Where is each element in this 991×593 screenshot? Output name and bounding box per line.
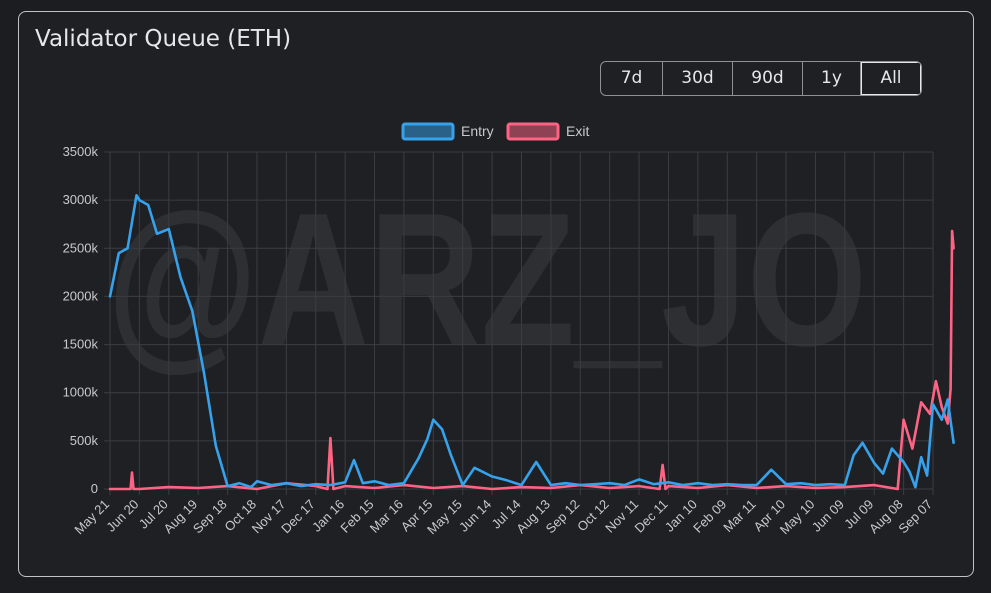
chart-legend: Entry Exit <box>401 122 589 141</box>
entry-legend-swatch[interactable] <box>401 122 455 141</box>
entry-series-line <box>108 194 955 489</box>
x-tick-label: Mar 11 <box>720 497 759 536</box>
exit-series-line <box>108 229 955 491</box>
x-tick-label: Dec 11 <box>632 497 671 536</box>
x-tick-label: Sep 07 <box>895 497 935 537</box>
y-tick-label: 0 <box>91 481 98 496</box>
range-7d-button[interactable]: 7d <box>601 62 663 95</box>
entry-legend-label[interactable]: Entry <box>461 123 494 139</box>
y-tick-label: 1000k <box>63 385 99 400</box>
range-1y-button[interactable]: 1y <box>803 62 861 95</box>
y-tick-label: 2500k <box>63 240 99 255</box>
y-tick-label: 2000k <box>63 288 99 303</box>
chart-card <box>18 11 974 577</box>
watermark-text: @ARZ_JO <box>107 174 867 386</box>
exit-legend-label[interactable]: Exit <box>566 123 589 139</box>
y-tick-label: 500k <box>70 433 99 448</box>
time-range-selector: 7d 30d 90d 1y All <box>600 61 922 96</box>
x-tick-label: Jun 14 <box>456 497 494 535</box>
x-tick-label: Mar 16 <box>367 497 406 536</box>
x-tick-label: May 21 <box>71 497 112 538</box>
exit-legend-swatch[interactable] <box>506 122 560 141</box>
y-tick-label: 3500k <box>63 144 99 159</box>
x-tick-label: Jun 20 <box>103 497 141 535</box>
x-tick-label: Sep 18 <box>190 497 230 537</box>
y-axis-ticks: 0 500k 1000k 1500k 2000k 2500k 3000k 3500k <box>63 144 99 496</box>
range-90d-button[interactable]: 90d <box>733 62 803 95</box>
x-tick-label: Feb 09 <box>690 497 729 536</box>
chart-grid <box>104 151 934 495</box>
y-tick-label: 1500k <box>63 337 99 352</box>
range-30d-button[interactable]: 30d <box>663 62 733 95</box>
y-tick-label: 3000k <box>63 192 99 207</box>
x-tick-label: Sep 12 <box>543 497 583 537</box>
range-all-button[interactable]: All <box>861 62 921 95</box>
x-tick-label: Dec 17 <box>278 497 318 537</box>
x-tick-label: Jun 09 <box>809 497 847 535</box>
page-title: Validator Queue (ETH) <box>35 26 292 52</box>
chart-series <box>108 194 955 491</box>
